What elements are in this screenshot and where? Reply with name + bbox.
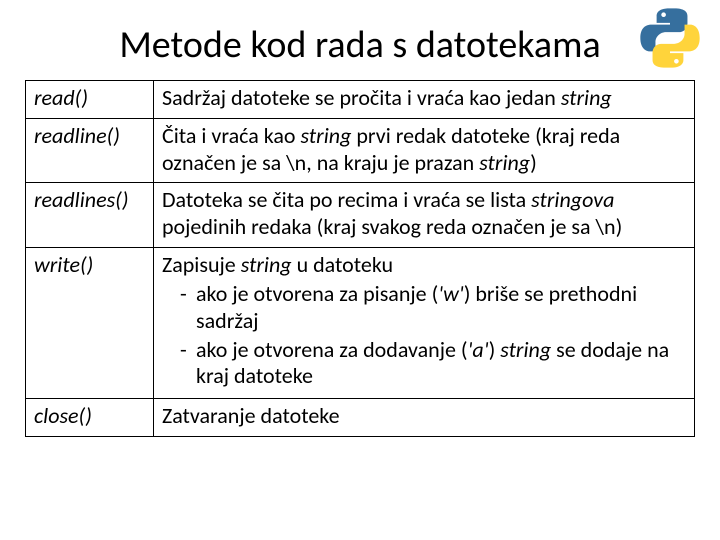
bullet-list: ako je otvorena za pisanje ('w') briše s… bbox=[162, 281, 686, 390]
method-desc: Datoteka se čita po recima i vraća se li… bbox=[154, 183, 695, 248]
methods-table: read() Sadržaj datoteke se pročita i vra… bbox=[25, 80, 695, 437]
python-logo-icon bbox=[638, 6, 702, 70]
method-name: readlines() bbox=[26, 183, 154, 248]
method-desc: Zatvaranje datoteke bbox=[154, 399, 695, 437]
method-name: readline() bbox=[26, 118, 154, 183]
page-title: Metode kod rada s datotekama bbox=[0, 0, 720, 80]
method-name: write() bbox=[26, 248, 154, 399]
method-name: close() bbox=[26, 399, 154, 437]
table-row: read() Sadržaj datoteke se pročita i vra… bbox=[26, 81, 695, 119]
method-desc: Sadržaj datoteke se pročita i vraća kao … bbox=[154, 81, 695, 119]
table-row: write() Zapisuje string u datoteku ako j… bbox=[26, 248, 695, 399]
list-item: ako je otvorena za dodavanje ('a') strin… bbox=[180, 337, 686, 391]
table-row: readlines() Datoteka se čita po recima i… bbox=[26, 183, 695, 248]
list-item: ako je otvorena za pisanje ('w') briše s… bbox=[180, 281, 686, 335]
method-desc: Čita i vraća kao string prvi redak datot… bbox=[154, 118, 695, 183]
method-desc: Zapisuje string u datoteku ako je otvore… bbox=[154, 248, 695, 399]
method-name: read() bbox=[26, 81, 154, 119]
table-row: readline() Čita i vraća kao string prvi … bbox=[26, 118, 695, 183]
table-row: close() Zatvaranje datoteke bbox=[26, 399, 695, 437]
